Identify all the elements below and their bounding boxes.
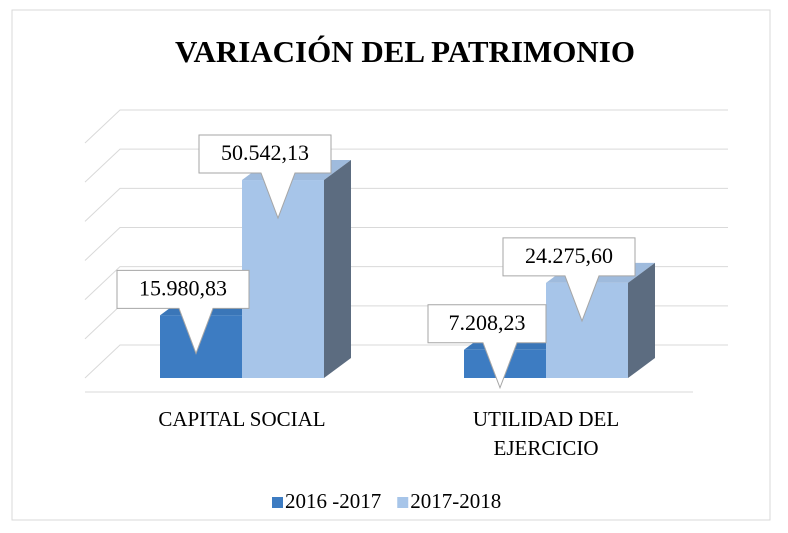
bar-front [242, 180, 324, 378]
callout [198, 134, 332, 220]
chart-border [11, 9, 771, 521]
callout [502, 237, 636, 323]
bar-side [324, 160, 351, 378]
grid-line [84, 148, 728, 183]
callout [116, 269, 250, 355]
data-label: 15.980,83 [139, 275, 227, 300]
data-label: 7.208,23 [449, 310, 526, 335]
bar-side [628, 262, 655, 378]
grid-line [84, 227, 728, 261]
legend-swatch [272, 497, 283, 508]
data-label: 24.275,60 [525, 243, 613, 268]
legend-label: 2016 -2017 [285, 489, 381, 513]
bar [546, 262, 655, 378]
chart-title: VARIACIÓN DEL PATRIMONIO [175, 34, 635, 69]
legend-swatch [397, 497, 409, 508]
x-tick-label: UTILIDAD DEL EJERCICIO [472, 407, 620, 460]
x-tick-label: CAPITAL SOCIAL [158, 407, 326, 431]
bar [242, 160, 351, 378]
grid-line [84, 187, 728, 222]
callout [427, 304, 547, 390]
grid-line [84, 109, 728, 144]
legend-label: 2017-2018 [410, 489, 501, 513]
data-label: 50.542,13 [221, 140, 309, 165]
